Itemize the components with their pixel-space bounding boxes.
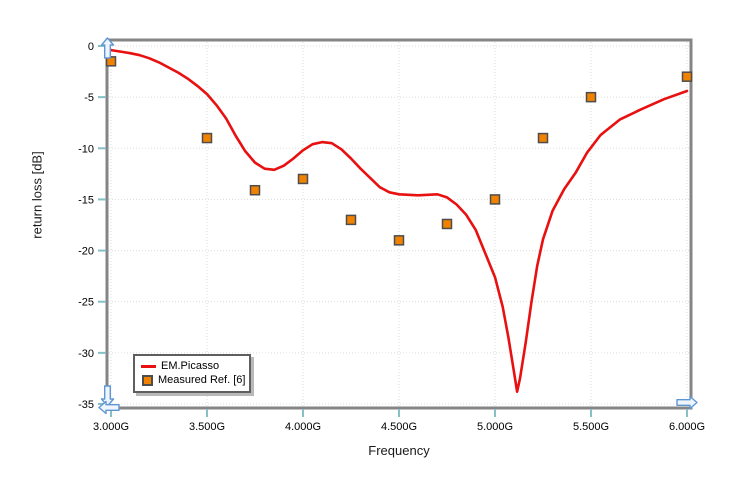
- x-tick-label: 5.500G: [573, 421, 609, 433]
- legend-item-scatter: Measured Ref. [6]: [141, 373, 246, 387]
- legend-item-line: EM.Picasso: [141, 359, 243, 373]
- data-point-marker: [537, 132, 549, 144]
- data-point-marker: [345, 214, 357, 226]
- y-tick-label: -30: [78, 348, 94, 360]
- y-tick-label: -25: [78, 297, 94, 309]
- y-tick-label: 0: [88, 41, 94, 53]
- y-tick-label: -5: [84, 92, 94, 104]
- square-marker-swatch: [142, 374, 153, 386]
- y-tick-label: -35: [78, 399, 94, 411]
- data-point-marker: [249, 184, 261, 196]
- y-tick-label: -10: [78, 143, 94, 155]
- data-point-marker: [441, 218, 453, 230]
- x-tick-label: 3.000G: [93, 421, 129, 433]
- x-axis-right-arrow[interactable]: [676, 395, 698, 410]
- legend[interactable]: EM.Picasso Measured Ref. [6]: [133, 354, 251, 393]
- legend-label-line: EM.Picasso: [161, 359, 220, 372]
- x-tick-label: 4.500G: [381, 421, 417, 433]
- data-point-marker: [201, 132, 213, 144]
- line-swatch: [141, 364, 156, 368]
- data-point-marker: [393, 235, 405, 246]
- x-axis-title: Frequency: [368, 443, 430, 458]
- data-point-marker: [585, 91, 597, 103]
- x-tick-label: 3.500G: [189, 421, 225, 433]
- y-tick-label: -20: [78, 246, 94, 258]
- x-tick-label: 6.000G: [669, 421, 705, 433]
- y-axis-title: return loss [dB]: [29, 151, 45, 239]
- axis-frame: [105, 38, 693, 410]
- x-tick-label: 5.000G: [477, 421, 513, 433]
- data-point-marker: [681, 71, 693, 82]
- data-point-marker: [297, 173, 309, 185]
- legend-label-scatter: Measured Ref. [6]: [158, 373, 246, 386]
- x-axis-left-arrow[interactable]: [98, 400, 120, 415]
- data-point-marker: [489, 194, 501, 205]
- y-tick-label: -15: [78, 194, 94, 206]
- x-tick-label: 4.000G: [285, 421, 321, 433]
- y-axis-bottom-arrow[interactable]: [100, 385, 115, 407]
- series-line: [109, 48, 689, 394]
- y-axis-top-arrow[interactable]: [100, 37, 115, 59]
